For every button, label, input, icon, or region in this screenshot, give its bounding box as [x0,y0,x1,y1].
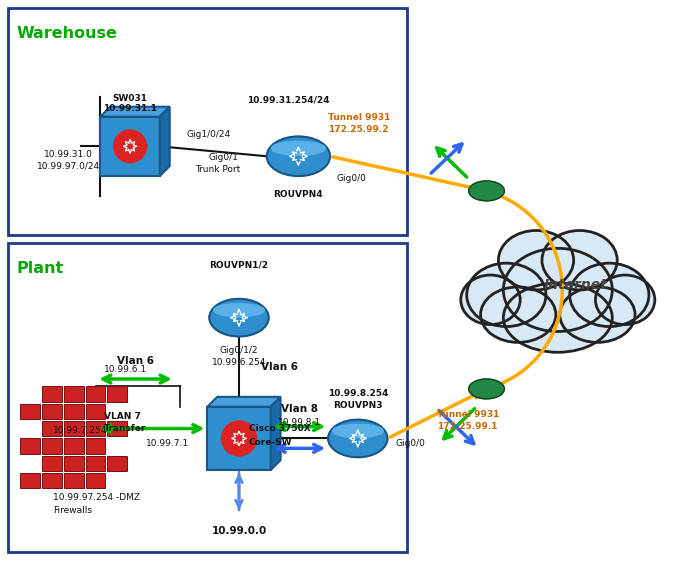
Text: 10.99.0.0: 10.99.0.0 [211,525,267,536]
Ellipse shape [461,275,520,325]
Ellipse shape [328,420,387,457]
Ellipse shape [466,263,546,327]
Ellipse shape [214,303,264,317]
Text: Cisco 3750X: Cisco 3750X [249,424,311,433]
Text: Vlan 8: Vlan 8 [281,404,318,414]
Ellipse shape [271,142,326,155]
Text: 10.99.31.0: 10.99.31.0 [44,149,93,159]
Bar [85,404,106,419]
Bar [8,243,408,552]
Text: 10.99.97.254 -DMZ: 10.99.97.254 -DMZ [53,493,140,502]
Bar [85,473,106,488]
Polygon shape [271,397,280,470]
Bar [85,387,106,402]
Bar [108,387,127,402]
Text: Gig1/0/24: Gig1/0/24 [186,130,230,139]
Text: VLAN 7: VLAN 7 [104,412,141,421]
Text: 172.25.99.2: 172.25.99.2 [328,125,389,134]
Bar [85,438,106,454]
Text: 10.99.97.0/24: 10.99.97.0/24 [37,162,100,171]
Text: Tunnel 9931: Tunnel 9931 [437,410,500,419]
Bar [64,421,83,437]
Bar [85,421,106,437]
Bar [64,456,83,471]
Text: Vlan 6: Vlan 6 [261,361,298,371]
Bar [42,438,62,454]
Bar [207,407,271,470]
Text: Vlan 6: Vlan 6 [117,356,154,366]
Ellipse shape [542,230,617,290]
Text: Firewalls: Firewalls [53,506,92,515]
Text: Gig0/1/2: Gig0/1/2 [220,346,258,355]
Text: Gig0/1: Gig0/1 [209,153,238,162]
Ellipse shape [504,248,612,332]
Bar [20,473,40,488]
Text: Trunk Port: Trunk Port [196,165,241,174]
Text: 10.99.7.1: 10.99.7.1 [146,439,190,448]
Text: 10.99.8.1: 10.99.8.1 [278,418,321,427]
Bar [20,404,40,419]
Text: Gig0/0: Gig0/0 [336,174,366,183]
Text: Internet: Internet [544,278,607,292]
Text: Transfer: Transfer [104,424,147,433]
Text: 10.99.31.254/24: 10.99.31.254/24 [247,96,330,105]
Ellipse shape [560,287,635,342]
Polygon shape [100,107,170,117]
Bar [8,8,408,235]
Bar [42,404,62,419]
Text: 10.99.31.1: 10.99.31.1 [103,103,157,112]
Bar [20,438,40,454]
Ellipse shape [596,275,655,325]
Text: 10.99.7.254: 10.99.7.254 [53,426,107,435]
Ellipse shape [209,299,269,337]
Circle shape [221,421,257,456]
Bar [100,117,160,176]
Bar [64,387,83,402]
Text: Tunnel 9931: Tunnel 9931 [328,112,391,121]
Bar [42,456,62,471]
Bar [108,421,127,437]
Text: ROUVPN3: ROUVPN3 [333,401,383,410]
Ellipse shape [481,287,556,342]
Bar [64,473,83,488]
Text: 10.99.6.1: 10.99.6.1 [104,365,148,374]
Polygon shape [207,397,280,407]
Bar [42,473,62,488]
Text: 10.99.8.254: 10.99.8.254 [328,389,388,398]
Text: 172.25.99.1: 172.25.99.1 [437,423,498,432]
Ellipse shape [504,283,612,352]
Text: Core-SW: Core-SW [249,438,292,447]
Ellipse shape [498,230,573,290]
Bar [42,421,62,437]
Text: Warehouse: Warehouse [16,25,117,40]
Text: 10.99.6.254: 10.99.6.254 [212,358,266,367]
Bar [64,404,83,419]
Circle shape [114,130,146,162]
Bar [85,456,106,471]
Text: ROUVPN1/2: ROUVPN1/2 [209,260,269,269]
Ellipse shape [267,137,330,176]
Text: Gig0/0: Gig0/0 [395,439,425,448]
Ellipse shape [332,424,383,437]
Ellipse shape [468,379,504,399]
Bar [64,438,83,454]
Text: ROUVPN4: ROUVPN4 [274,190,323,199]
Bar [108,456,127,471]
Polygon shape [160,107,170,176]
Ellipse shape [569,263,649,327]
Bar [42,387,62,402]
Text: Plant: Plant [16,261,64,276]
Text: SW031: SW031 [112,94,148,103]
Ellipse shape [468,181,504,201]
